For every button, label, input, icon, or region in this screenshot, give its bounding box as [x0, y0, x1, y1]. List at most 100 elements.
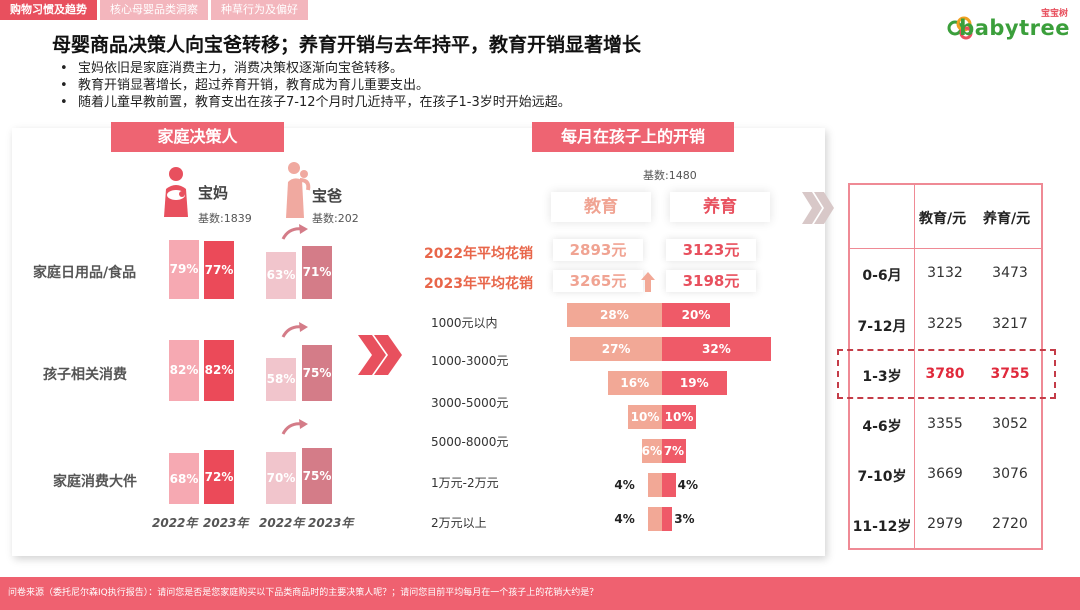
table-divider [914, 185, 915, 548]
avg-care-2023: 3198元 [666, 270, 756, 292]
row-label-big-purchases: 家庭消费大件 [53, 474, 137, 490]
table-age-cell: 7-10岁 [857, 469, 907, 485]
year-label: 2023年 [203, 516, 249, 530]
funnel-bar-nurture: 19% [662, 371, 727, 395]
logo-wordmark: babytree [959, 16, 1070, 40]
avg-edu-2023: 3265元 [553, 270, 643, 292]
decision-bar-mom2022: 68% [169, 453, 199, 504]
mother-icon [164, 167, 188, 217]
table-education-cell: 2979 [927, 516, 963, 532]
funnel-bar-education [648, 507, 662, 531]
decision-bar-dad2023: 75% [302, 447, 332, 504]
table-education-cell: 3780 [925, 366, 965, 382]
funnel-bar-education: 28% [566, 303, 662, 327]
row-label-daily-goods: 家庭日用品/食品 [33, 265, 137, 281]
funnel-bar-nurture: 7% [662, 439, 686, 463]
funnel-bar-education: 27% [570, 337, 662, 361]
decision-bar-dad2022: 58% [266, 357, 296, 401]
section-tabs: 购物习惯及趋势 核心母婴品类洞察 种草行为及偏好 [0, 0, 308, 20]
decision-maker-header: 家庭决策人 [111, 122, 284, 152]
nurture-column-header: 养育 [670, 192, 770, 222]
page-title: 母婴商品决策人向宝爸转移；养育开销与去年持平，教育开销显著增长 [52, 34, 642, 56]
table-age-cell: 0-6月 [862, 268, 902, 284]
bullet-item: 随着儿童早教前置，教育支出在孩子7-12个月时几近持平，在孩子1-3岁时开始远超… [60, 94, 571, 111]
double-chevron-icon [358, 335, 402, 375]
funnel-bar-nurture: 20% [662, 303, 730, 327]
table-header-nurture: 养育/元 [983, 211, 1031, 227]
dad-base: 基数:202 [312, 212, 359, 225]
funnel-bar-nurture [662, 473, 676, 497]
table-age-cell: 11-12岁 [852, 519, 912, 535]
funnel-bar-education: 16% [607, 371, 662, 395]
monthly-spending-header: 每月在孩子上的开销 [532, 122, 734, 152]
logo-chinese-text: 宝宝树 [1040, 9, 1068, 19]
table-education-cell: 3132 [927, 265, 963, 281]
age-spending-table [848, 183, 1043, 550]
decision-bar-mom2023: 82% [204, 339, 234, 401]
table-nurture-cell: 3052 [992, 416, 1028, 432]
funnel-label-education: 4% [614, 512, 635, 526]
father-icon [286, 162, 311, 218]
funnel-bar-nurture: 10% [662, 405, 696, 429]
decision-bar-mom2022: 79% [169, 239, 199, 299]
highlight-box [837, 349, 1056, 399]
mom-label: 宝妈 [198, 184, 229, 202]
funnel-bar-nurture [662, 507, 673, 531]
table-education-cell: 3355 [927, 416, 963, 432]
year-label: 2022年 [259, 516, 305, 530]
funnel-label-nurture: 3% [674, 512, 695, 526]
range-label: 5000-8000元 [431, 435, 509, 449]
funnel-bar-education: 10% [628, 405, 662, 429]
decision-bar-mom2023: 77% [204, 241, 234, 299]
year-label: 2023年 [308, 516, 354, 530]
tab-seeding-behavior[interactable]: 种草行为及偏好 [211, 0, 308, 20]
decision-bar-dad2023: 75% [302, 344, 332, 401]
bullet-item: 教育开销显著增长，超过养育开销，教育成为育儿重要支出。 [60, 77, 571, 94]
avg-label-2022: 2022年平均花销 [424, 246, 533, 262]
table-age-cell: 4-6岁 [862, 419, 902, 435]
tab-shopping-habits[interactable]: 购物习惯及趋势 [0, 0, 97, 20]
range-label: 2万元以上 [431, 516, 487, 530]
avg-care-2022: 3123元 [666, 239, 756, 261]
avg-edu-2022: 2893元 [553, 239, 643, 261]
bullet-item: 宝妈依旧是家庭消费主力，消费决策权逐渐向宝爸转移。 [60, 60, 571, 77]
up-arrow-icon [641, 272, 655, 292]
table-education-cell: 3225 [927, 316, 963, 332]
range-label: 1万元-2万元 [431, 476, 499, 490]
row-label-child-spending: 孩子相关消费 [43, 367, 127, 383]
logo-circles-icon [947, 16, 973, 40]
decision-bar-dad2023: 71% [302, 245, 332, 299]
up-trend-arrow-icon [281, 322, 308, 338]
summary-bullets: 宝妈依旧是家庭消费主力，消费决策权逐渐向宝爸转移。 教育开销显著增长，超过养育开… [60, 60, 571, 111]
footer-source-note: 问卷来源（委托尼尔森IQ执行报告）：请问您是否是您家庭购买以下品类商品时的主要决… [0, 577, 1080, 610]
range-label: 1000元以内 [431, 316, 498, 330]
table-header-education: 教育/元 [919, 211, 967, 227]
decision-bar-dad2022: 63% [266, 251, 296, 299]
year-label: 2022年 [152, 516, 198, 530]
double-chevron-icon [802, 192, 834, 224]
table-nurture-cell: 3076 [992, 466, 1028, 482]
table-age-cell: 7-12月 [857, 319, 907, 335]
funnel-bar-education [648, 473, 662, 497]
babytree-logo: 宝宝树 babytree [947, 6, 1072, 42]
mom-base: 基数:1839 [198, 212, 252, 225]
dad-label: 宝爸 [312, 187, 343, 205]
table-age-cell: 1-3岁 [862, 369, 902, 385]
funnel-label-education: 4% [614, 478, 635, 492]
table-nurture-cell: 3217 [992, 316, 1028, 332]
funnel-bar-education: 6% [641, 439, 662, 463]
up-trend-arrow-icon [281, 224, 308, 240]
education-column-header: 教育 [551, 192, 651, 222]
funnel-label-nurture: 4% [677, 478, 698, 492]
funnel-bar-nurture: 32% [662, 337, 771, 361]
table-education-cell: 3669 [927, 466, 963, 482]
range-label: 3000-5000元 [431, 396, 509, 410]
table-nurture-cell: 3473 [992, 265, 1028, 281]
table-divider [850, 248, 1041, 249]
tab-category-insight[interactable]: 核心母婴品类洞察 [100, 0, 208, 20]
decision-bar-mom2022: 82% [169, 339, 199, 401]
decision-bar-mom2023: 72% [204, 450, 234, 504]
spending-base: 基数:1480 [643, 169, 697, 182]
range-label: 1000-3000元 [431, 354, 509, 368]
avg-label-2023: 2023年平均花销 [424, 276, 533, 292]
